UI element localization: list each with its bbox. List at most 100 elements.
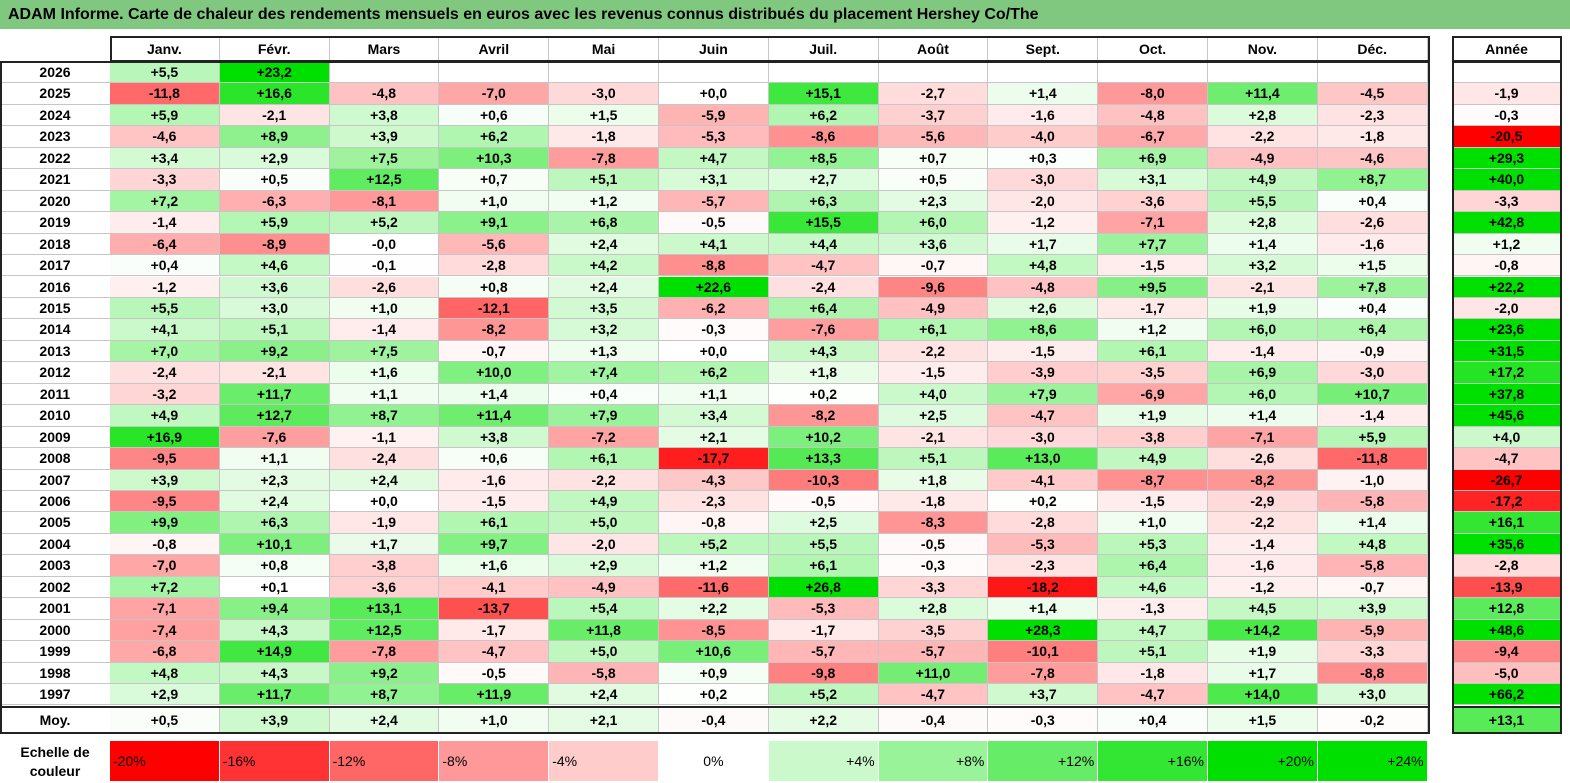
heatmap-cell: -11,8	[110, 83, 220, 105]
heatmap-cell: -3,8	[1098, 426, 1208, 449]
annual-cell: -5,0	[1452, 662, 1562, 685]
heatmap-cell: -1,2	[1208, 576, 1318, 599]
heatmap-cell: -5,6	[878, 126, 989, 148]
heatmap-cell: +6,0	[878, 212, 989, 234]
heatmap-cell: -0,8	[110, 533, 220, 556]
heatmap-cell: +4,5	[1208, 598, 1318, 620]
heatmap-cell: -6,7	[1098, 126, 1208, 148]
heatmap-cell: -4,8	[329, 83, 440, 105]
heatmap-cell: -2,3	[1317, 104, 1428, 127]
month-header: Juin	[659, 36, 769, 62]
annual-cell: +37,8	[1452, 383, 1562, 406]
heatmap-cell: +22,6	[659, 276, 769, 298]
heatmap-cell: +4,9	[1208, 169, 1318, 191]
heatmap-cell: +2,8	[1208, 212, 1318, 234]
heatmap-cell: -1,7	[1098, 297, 1208, 320]
year-label: 1998	[0, 663, 110, 685]
heatmap-cell: +2,9	[110, 684, 220, 706]
year-label: 2006	[0, 491, 110, 513]
average-cell: -0,4	[878, 706, 989, 733]
annual-cell: +29,3	[1452, 147, 1562, 170]
heatmap-cell: +10,0	[439, 362, 550, 384]
heatmap-cell: +3,8	[439, 426, 550, 449]
heatmap-cell: +7,7	[1098, 233, 1208, 256]
heatmap-cell: +3,8	[329, 104, 440, 127]
heatmap-cell: +7,0	[110, 340, 220, 363]
heatmap-cell: +3,1	[659, 169, 769, 191]
heatmap-cell: -0,7	[1317, 576, 1428, 599]
heatmap-cell: -1,8	[1317, 126, 1428, 148]
heatmap-cell: -3,0	[988, 426, 1099, 449]
heatmap-cell: -7,8	[329, 641, 440, 663]
heatmap-cell: +13,3	[768, 448, 879, 470]
heatmap-cell: +5,1	[219, 319, 330, 341]
heatmap-cell: -3,0	[1317, 362, 1428, 384]
heatmap-cell: +6,3	[768, 190, 879, 213]
year-label: 2017	[0, 255, 110, 277]
heatmap-cell: +0,6	[439, 448, 550, 470]
heatmap-cell: +1,2	[1098, 319, 1208, 341]
heatmap-cell: +6,1	[878, 319, 989, 341]
heatmap-cell: +5,1	[1098, 641, 1208, 663]
annual-cell: -9,4	[1452, 641, 1562, 663]
heatmap-cell	[1208, 62, 1318, 84]
heatmap-cell: -10,1	[988, 641, 1099, 663]
heatmap-cell	[439, 62, 550, 84]
month-header: Août	[879, 36, 989, 62]
annual-cell: +31,5	[1452, 340, 1562, 363]
heatmap-cell: -4,1	[988, 469, 1099, 491]
heatmap-cell: -11,6	[659, 576, 769, 599]
heatmap-cell: +8,7	[1317, 169, 1428, 191]
heatmap-cell: -0,3	[659, 319, 769, 341]
heatmap-cell: -0,8	[659, 512, 769, 534]
heatmap-cell: -0,3	[878, 555, 989, 577]
heatmap-cell: -7,6	[219, 426, 330, 449]
year-label: 2003	[0, 555, 110, 577]
heatmap-cell: +0,2	[988, 491, 1099, 513]
heatmap-cell: +1,0	[1098, 512, 1208, 534]
heatmap-cell: +4,8	[1317, 533, 1428, 556]
heatmap-cell: +6,0	[1208, 319, 1318, 341]
heatmap-cell: +2,2	[659, 598, 769, 620]
heatmap-cell: -3,7	[878, 104, 989, 127]
heatmap-cell: -11,8	[1317, 448, 1428, 470]
heatmap-cell: -2,6	[329, 276, 440, 298]
heatmap-cell: -1,8	[878, 491, 989, 513]
heatmap-cell: -0,5	[878, 533, 989, 556]
heatmap-cell: -0,7	[878, 255, 989, 277]
heatmap-cell: +10,6	[659, 641, 769, 663]
year-label: 2000	[0, 620, 110, 642]
annual-cell: -2,8	[1452, 555, 1562, 577]
heatmap-cell: -1,7	[768, 619, 879, 642]
heatmap-cell: +3,0	[219, 297, 330, 320]
heatmap-cell: +5,9	[219, 212, 330, 234]
heatmap-cell: +1,7	[1208, 662, 1318, 685]
heatmap-cell: -4,6	[1317, 147, 1428, 170]
annual-cell: +48,6	[1452, 619, 1562, 642]
heatmap-cell: -9,6	[878, 276, 989, 298]
heatmap-cell: +4,2	[549, 255, 659, 277]
heatmap-cell: -10,3	[768, 469, 879, 491]
heatmap-cell: +13,1	[329, 598, 440, 620]
heatmap-cell: -5,3	[659, 126, 769, 148]
heatmap-cell: +2,9	[219, 147, 330, 170]
heatmap-cell: +14,0	[1208, 684, 1318, 706]
heatmap-cell: -1,4	[1317, 405, 1428, 427]
heatmap-cell: -0,1	[329, 255, 440, 277]
heatmap-cell: -5,6	[439, 233, 550, 256]
average-cell: -0,2	[1317, 706, 1428, 733]
heatmap-cell: +6,4	[1317, 319, 1428, 341]
heatmap-cell: +0,9	[659, 662, 769, 685]
heatmap-cell: -1,1	[329, 426, 440, 449]
heatmap-cell: -3,5	[1098, 362, 1208, 384]
heatmap-cell: +2,8	[1208, 104, 1318, 127]
heatmap-cell: +9,4	[219, 598, 330, 620]
heatmap-cell: -5,9	[659, 104, 769, 127]
heatmap-cell: -7,0	[439, 83, 550, 105]
heatmap-cell: -8,8	[1317, 662, 1428, 685]
heatmap-cell: -1,9	[329, 512, 440, 534]
annual-cell: -3,3	[1452, 190, 1562, 213]
month-header: Sept.	[988, 36, 1099, 62]
heatmap-cell: -7,8	[988, 662, 1099, 685]
heatmap-cell	[1098, 62, 1208, 84]
